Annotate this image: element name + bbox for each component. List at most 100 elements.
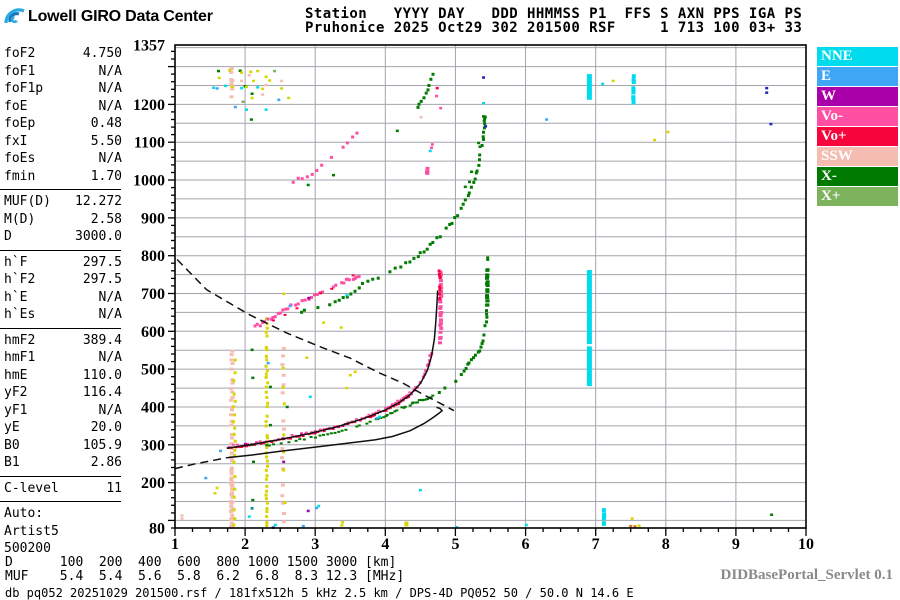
param-row: hmF2 389.4 (4, 332, 122, 350)
y-tick-label: 500 (141, 362, 165, 379)
legend-item-x: X- (817, 167, 898, 186)
param-row: h`F2 297.5 (4, 271, 122, 289)
param-value: 12.272 (75, 194, 122, 209)
panel-separator (0, 249, 121, 251)
y-tick-label: 700 (141, 286, 165, 303)
param-row: foF2 4.750 (4, 45, 122, 63)
param-row: h`F 297.5 (4, 254, 122, 272)
param-row: hmE 110.0 (4, 367, 122, 385)
param-row: foE N/A (4, 98, 122, 116)
param-row: hmF1 N/A (4, 349, 122, 367)
param-label: Artist5 (4, 523, 59, 539)
param-label: yE (4, 420, 20, 435)
param-label: h`Es (4, 307, 36, 322)
param-row: 500200 (4, 540, 122, 558)
polarization-legend: NNE E W Vo- Vo+ SSW X- X+ (817, 47, 898, 207)
legend-item-x: X+ (817, 187, 898, 206)
legend-item-vo: Vo+ (817, 127, 898, 146)
param-label: fxI (4, 133, 28, 149)
param-value: 1.70 (90, 168, 122, 184)
param-row: foF1 N/A (4, 63, 122, 81)
param-row: h`Es N/A (4, 306, 122, 324)
param-row: D 3000.0 (4, 228, 122, 246)
status-line: db pq052 20251029 201500.rsf / 181fx512h… (5, 586, 634, 600)
station-header-values: Pruhonice 2025 Oct29 302 201500 RSF 1 71… (305, 20, 803, 36)
servlet-version: DIDBasePortal_Servlet 0.1 (720, 567, 893, 583)
y-tick-label: 1100 (134, 135, 165, 152)
axes: 1357120011001000900800700600500400300200… (133, 38, 814, 554)
legend-item-ssw: SSW (817, 147, 898, 166)
param-value: 105.9 (82, 437, 122, 453)
param-label: yF1 (4, 402, 28, 418)
param-label: D (4, 229, 12, 244)
x-tick-label: 5 (451, 536, 459, 553)
param-value: 389.4 (82, 332, 122, 348)
param-label: foE (4, 98, 28, 114)
param-label: foEp (4, 116, 36, 131)
param-label: foEs (4, 151, 36, 166)
param-label: foF1 (4, 63, 36, 79)
param-label: yF2 (4, 385, 28, 400)
y-tick-label: 1200 (133, 97, 165, 114)
param-value: 110.0 (82, 367, 122, 383)
grid (175, 45, 806, 528)
param-row: B1 2.86 (4, 454, 122, 472)
param-label: B1 (4, 455, 20, 470)
param-value: 116.4 (82, 385, 122, 400)
interference-strips (229, 66, 636, 529)
param-row: Auto: (4, 505, 122, 523)
param-label: B0 (4, 437, 20, 453)
artist-curves (174, 258, 455, 470)
param-label: foF2 (4, 46, 36, 61)
legend-item-nne: NNE (817, 47, 898, 66)
param-label: M(D) (4, 211, 36, 227)
param-row: B0 105.9 (4, 437, 122, 455)
param-value: N/A (98, 289, 122, 305)
param-row: MUF(D) 12.272 (4, 193, 122, 211)
y-tick-label: 1357 (133, 38, 165, 55)
param-row: C-level 11 (4, 480, 122, 498)
x-tick-label: 7 (592, 536, 600, 553)
rfi-bars (404, 74, 592, 527)
param-row: h`E N/A (4, 289, 122, 307)
param-label: Auto: (4, 506, 44, 521)
x-tick-label: 3 (311, 536, 319, 553)
param-label: h`F2 (4, 272, 36, 287)
param-row: fxI 5.50 (4, 133, 122, 151)
param-value: 297.5 (82, 272, 122, 287)
parameter-panel: foF2 4.750 foF1 N/A foF1p N/A foE N/A foEp 0.48 fx… (0, 45, 122, 558)
y-tick-label: 80 (149, 521, 165, 538)
param-value: 11 (106, 480, 122, 496)
param-value: 20.0 (90, 420, 122, 435)
param-row: yF1 N/A (4, 402, 122, 420)
y-tick-label: 800 (141, 248, 165, 265)
scatter-dots (180, 69, 774, 529)
x-tick-label: 6 (522, 536, 530, 553)
param-value: 4.750 (82, 46, 122, 61)
param-value: N/A (98, 350, 122, 365)
fitted-o-trace (226, 290, 439, 449)
y-tick-label: 400 (141, 400, 165, 417)
param-value: 5.50 (90, 133, 122, 149)
x-tick-label: 9 (732, 536, 740, 553)
distance-row: D 100 200 400 600 800 1000 1500 3000 [km… (5, 555, 397, 570)
param-value: 3000.0 (75, 229, 122, 244)
y-tick-label: 900 (141, 210, 165, 227)
param-label: C-level (4, 480, 59, 496)
y-tick-label: 200 (141, 475, 165, 492)
panel-separator (0, 189, 121, 190)
x-tick-label: 10 (798, 536, 814, 553)
param-value: N/A (98, 402, 122, 418)
param-label: hmF2 (4, 332, 36, 348)
param-value: 0.48 (90, 116, 122, 131)
param-row: foEp 0.48 (4, 115, 122, 133)
legend-item-e: E (817, 67, 898, 86)
param-row: fmin 1.70 (4, 168, 122, 186)
param-label: MUF(D) (4, 194, 51, 209)
giro-logo-icon (4, 8, 25, 24)
param-row: Artist5 (4, 523, 122, 541)
true-height-profile (227, 406, 444, 459)
profile-extrapolated (174, 456, 228, 470)
muf-transmission-curve (176, 258, 455, 412)
x-tick-label: 8 (662, 536, 670, 553)
